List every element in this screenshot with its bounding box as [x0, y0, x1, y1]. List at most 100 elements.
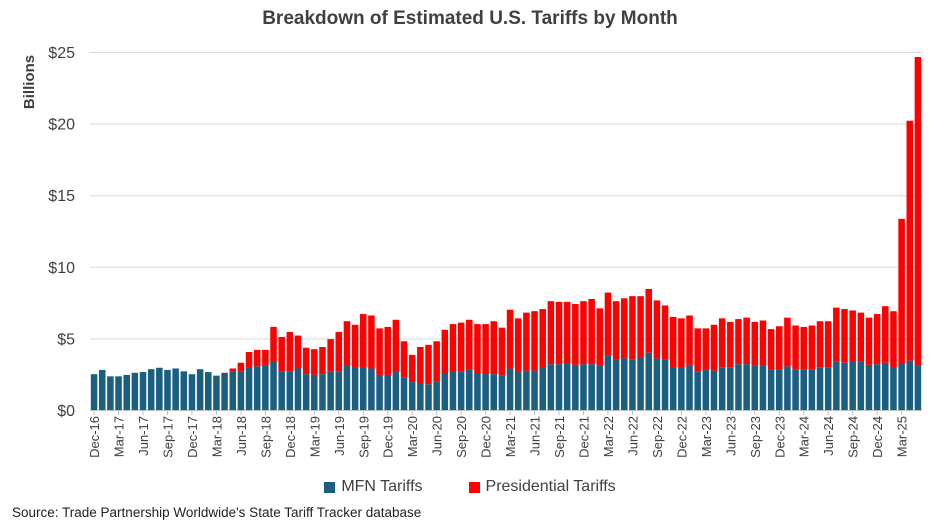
bar-mfn [816, 367, 824, 410]
bar-mfn [286, 371, 294, 410]
bar-mfn [229, 371, 237, 410]
bar-presidential [588, 299, 595, 365]
bar-presidential [253, 349, 261, 367]
bar-mfn [457, 371, 465, 410]
bar-mfn [694, 371, 701, 410]
bar-presidential [490, 321, 498, 375]
bar-presidential [792, 325, 799, 370]
bar-presidential [718, 318, 726, 368]
bar-presidential [400, 341, 408, 378]
bar-presidential [873, 314, 881, 365]
bar-mfn [490, 374, 498, 410]
bar-mfn [751, 365, 759, 410]
y-tick-label: $15 [48, 188, 75, 205]
bar-mfn [188, 374, 196, 410]
bar-presidential [506, 309, 514, 369]
bar-mfn [775, 369, 783, 410]
legend-item-mfn: MFN Tariffs [324, 478, 423, 496]
bar-presidential [702, 328, 710, 370]
bar-presidential [311, 349, 318, 375]
bar-mfn [914, 365, 922, 410]
bar-mfn [123, 374, 130, 410]
bar-mfn [147, 369, 155, 410]
bar-mfn [735, 364, 742, 410]
bar-mfn [90, 374, 98, 410]
bar-presidential [555, 301, 563, 365]
bar-presidential [653, 300, 661, 359]
bar-mfn [294, 368, 302, 410]
bar-mfn [400, 377, 408, 410]
y-tick-label: $25 [48, 45, 75, 62]
bar-mfn [98, 369, 106, 410]
bar-presidential [449, 324, 457, 373]
bar-presidential [229, 368, 237, 372]
x-tick-label: Sep-20 [454, 416, 469, 458]
bar-mfn [759, 365, 767, 410]
bar-mfn [523, 370, 530, 410]
bar-presidential [474, 324, 481, 374]
bar-mfn [245, 367, 253, 410]
x-tick-label: Jun-20 [430, 416, 445, 456]
bar-presidential [294, 335, 302, 369]
x-tick-label: Jun-23 [723, 416, 738, 456]
bar-mfn [474, 373, 481, 410]
bar-presidential [580, 301, 587, 365]
x-tick-label: Dec-17 [185, 416, 200, 458]
bar-presidential [661, 305, 669, 360]
y-tick-label: $10 [48, 260, 75, 277]
bar-presidential [572, 304, 579, 365]
x-tick-label: Sep-17 [160, 416, 175, 458]
x-tick-label: Jun-17 [136, 416, 151, 456]
bar-mfn [710, 370, 718, 410]
bar-presidential [335, 331, 343, 372]
bar-mfn [800, 369, 807, 410]
bar-mfn [531, 370, 538, 410]
bar-presidential [596, 308, 604, 366]
bar-mfn [873, 364, 881, 410]
bar-mfn [841, 362, 848, 410]
bar-mfn [180, 371, 188, 410]
bar-mfn [669, 367, 677, 410]
bar-mfn [898, 363, 905, 410]
bar-mfn [833, 361, 840, 410]
bar-mfn [539, 367, 546, 410]
bar-presidential [906, 120, 914, 361]
bar-mfn [213, 375, 220, 410]
x-tick-label: Mar-22 [601, 416, 616, 457]
bar-mfn [653, 358, 661, 410]
bar-mfn [849, 362, 856, 410]
bar-presidential [621, 298, 628, 359]
bar-presidential [612, 301, 620, 360]
bar-mfn [319, 374, 326, 410]
bar-mfn [139, 372, 147, 410]
bar-mfn [441, 373, 449, 410]
x-tick-label: Dec-18 [283, 416, 298, 458]
bar-presidential [678, 318, 685, 368]
bar-presidential [759, 320, 767, 366]
bar-presidential [319, 346, 326, 375]
bar-mfn [417, 383, 424, 410]
bar-presidential [890, 311, 897, 368]
bar-presidential [368, 315, 375, 369]
bar-presidential [800, 326, 807, 370]
bar-presidential [245, 352, 253, 368]
bar-mfn [645, 352, 653, 410]
bar-mfn [882, 362, 889, 410]
bar-mfn [270, 362, 277, 410]
bar-presidential [629, 296, 636, 360]
bar-presidential [408, 354, 416, 383]
bar-mfn [621, 358, 628, 410]
bar-mfn [107, 376, 114, 410]
bar-mfn [767, 369, 775, 410]
bar-presidential [466, 319, 473, 370]
bar-mfn [555, 364, 563, 410]
bar-presidential [865, 317, 873, 365]
bar-mfn [637, 357, 644, 410]
bar-mfn [221, 373, 228, 410]
bar-presidential [808, 325, 816, 370]
bar-presidential [441, 329, 449, 374]
source-note: Source: Trade Partnership Worldwide's St… [12, 505, 422, 520]
y-tick-label: $5 [57, 331, 75, 348]
bar-mfn [498, 375, 506, 410]
bar-presidential [376, 328, 383, 375]
